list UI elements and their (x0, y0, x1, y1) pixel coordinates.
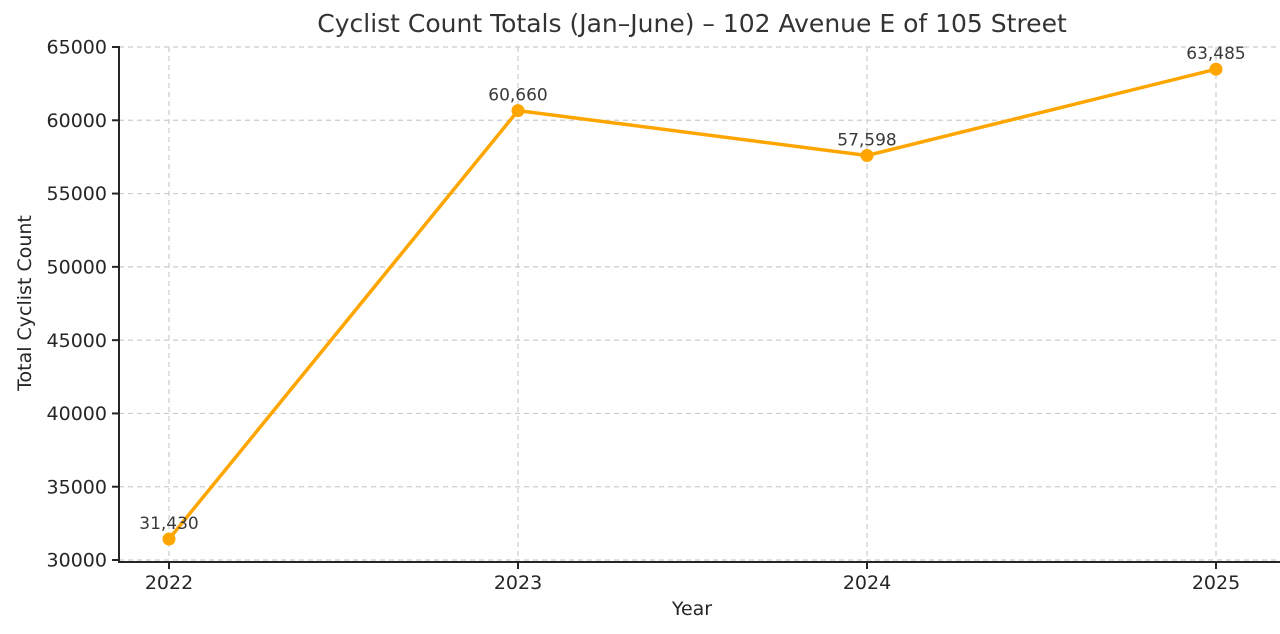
chart-title: Cyclist Count Totals (Jan–June) – 102 Av… (317, 9, 1067, 38)
y-tick-label: 55000 (47, 183, 107, 205)
y-tick-label: 30000 (47, 550, 107, 572)
y-tick-label: 50000 (47, 257, 107, 279)
x-axis-label: Year (671, 598, 713, 620)
data-point-marker (860, 148, 874, 162)
data-point-label: 63,485 (1186, 44, 1245, 64)
y-tick-label: 60000 (47, 110, 107, 132)
y-tick-label: 40000 (47, 403, 107, 425)
x-tick-label: 2024 (843, 572, 891, 594)
y-tick-label: 35000 (47, 476, 107, 498)
data-point-marker (1209, 62, 1223, 76)
x-tick-label: 2025 (1192, 572, 1240, 594)
y-tick-label: 65000 (47, 37, 107, 59)
x-tick-label: 2023 (494, 572, 542, 594)
data-point-label: 31,430 (139, 514, 198, 534)
data-point-marker (162, 532, 176, 546)
x-tick-label: 2022 (145, 572, 193, 594)
y-tick-label: 45000 (47, 330, 107, 352)
data-point-marker (511, 104, 525, 118)
data-point-label: 57,598 (837, 130, 896, 150)
data-line (167, 67, 1218, 541)
data-point-label: 60,660 (488, 86, 547, 106)
